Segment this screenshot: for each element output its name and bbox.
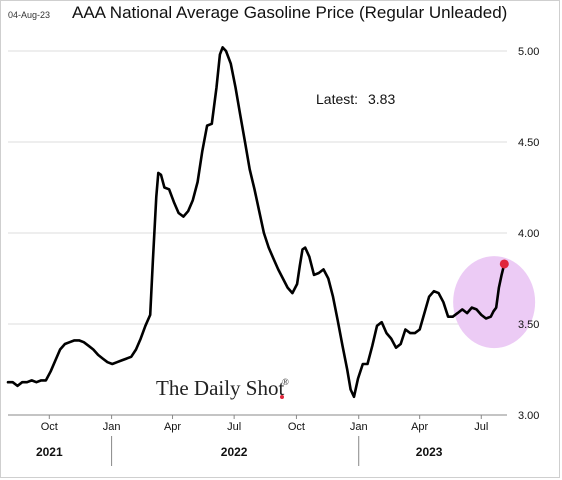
latest-annotation-value: 3.83 <box>368 91 395 107</box>
y-tick-label-3: 4.50 <box>518 137 539 149</box>
x-tick-label-5: Jan <box>350 421 368 433</box>
watermark-mark: ® <box>282 377 289 387</box>
year-label-2: 2023 <box>416 445 443 459</box>
x-tick-label-4: Oct <box>288 421 305 433</box>
x-tick-label-3: Jul <box>227 421 241 433</box>
y-tick-label-2: 4.00 <box>518 228 539 240</box>
y-tick-label-0: 3.00 <box>518 410 539 422</box>
gridlines <box>8 50 507 416</box>
x-tick-label-1: Jan <box>103 421 121 433</box>
x-axis: Oct Jan Apr Jul Oct Jan Apr Jul 2021 2022 2023 <box>36 415 488 466</box>
year-label-0: 2021 <box>36 445 63 459</box>
y-tick-label-4: 5.00 <box>518 46 539 58</box>
highlight-circle <box>453 256 536 349</box>
date-stamp: 04-Aug-23 <box>8 10 51 20</box>
series-layer <box>6 46 509 399</box>
x-tick-label-0: Oct <box>41 421 58 433</box>
x-tick-label-7: Jul <box>474 421 488 433</box>
latest-annotation-label: Latest: <box>316 91 358 107</box>
watermark-dot <box>280 395 284 399</box>
x-tick-label-2: Apr <box>164 421 181 433</box>
watermark-text: The Daily Shot <box>156 376 284 400</box>
y-tick-label-1: 3.50 <box>518 319 539 331</box>
x-tick-label-6: Apr <box>411 421 428 433</box>
highlight-layer <box>453 256 536 349</box>
year-label-1: 2022 <box>221 445 248 459</box>
y-axis: 3.00 3.50 4.00 4.50 5.00 <box>518 46 539 422</box>
latest-point-marker <box>499 259 509 269</box>
chart-title: AAA National Average Gasoline Price (Reg… <box>72 3 508 22</box>
price-line <box>6 46 506 399</box>
